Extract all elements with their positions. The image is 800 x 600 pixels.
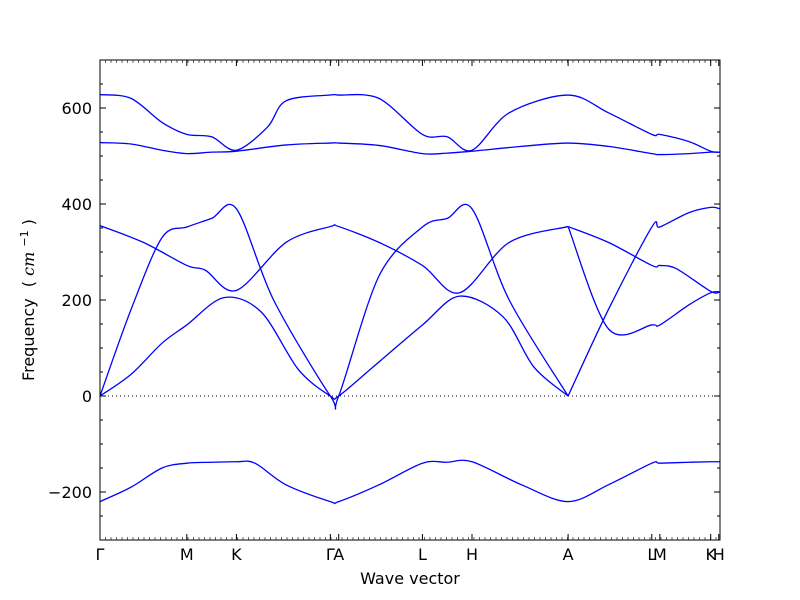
band-line-1 [99,459,721,505]
x-tick-label: K [231,545,242,564]
plot-frame [99,59,721,541]
y-tick-label: 200 [61,291,92,310]
x-tick-label: Γ [326,545,335,564]
y-axis-label-unit-close: ) [19,219,38,225]
x-tick-label: K [705,545,716,564]
y-tick-label: 600 [61,99,92,118]
band-line-7 [567,225,721,294]
x-tick-label: Γ [96,545,105,564]
x-tick-label: A [333,545,344,564]
x-tick-label: H [466,545,478,564]
x-tick-label: L [418,545,427,564]
band-line-2 [99,295,569,400]
band-line-5 [567,226,721,336]
y-axis-label-unit-base: cm [19,252,38,276]
series-layer [99,93,721,505]
band-line-3 [99,203,569,410]
band-line-9 [99,93,721,153]
y-tick-label: −200 [48,483,92,502]
x-tick-label: L [647,545,656,564]
x-tick-label: H [713,545,725,564]
y-tick-label: 0 [82,387,92,406]
x-tick-label: M [653,545,667,564]
x-axis-label: Wave vector [360,569,460,588]
band-line-6 [567,206,721,397]
x-tick-label: M [180,545,194,564]
y-axis-label-text: Frequency [19,298,38,381]
y-axis-label-unit-exp: −1 [18,230,31,246]
y-axis-label-unit-open: ( [19,281,38,287]
band-line-4 [99,224,569,294]
y-axis-label: Frequency ( cm −1 ) [18,219,39,381]
band-line-8 [99,141,721,156]
y-tick-label: 400 [61,195,92,214]
x-tick-label: A [563,545,574,564]
